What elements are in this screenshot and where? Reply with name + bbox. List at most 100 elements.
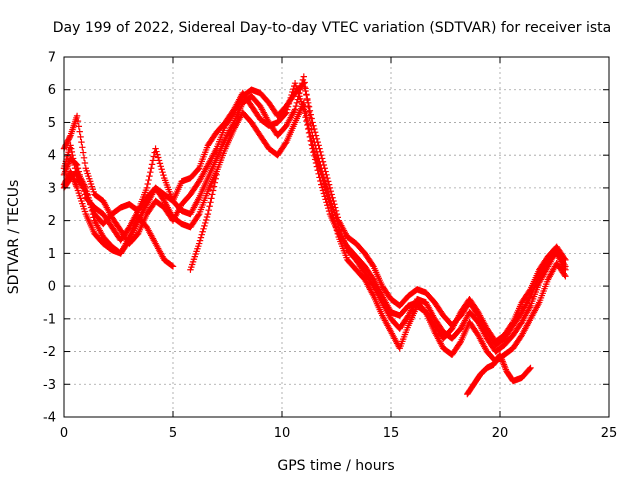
data-point <box>66 133 74 141</box>
data-point <box>149 157 157 164</box>
data-point <box>282 140 289 147</box>
data-point <box>561 271 568 279</box>
data-point <box>168 262 176 269</box>
x-tick-label: 15 <box>383 426 400 441</box>
data-point <box>204 210 212 218</box>
series-track-4 <box>60 73 569 355</box>
data-point <box>315 155 322 162</box>
data-point <box>155 157 163 164</box>
data-point <box>316 158 323 165</box>
data-point <box>203 213 211 221</box>
data-point <box>74 117 82 125</box>
data-point <box>300 99 307 107</box>
data-point <box>157 163 164 170</box>
data-point <box>195 212 202 219</box>
data-point <box>152 145 159 152</box>
data-point <box>304 97 311 104</box>
data-point <box>333 218 341 225</box>
data-point <box>310 135 317 143</box>
data-point <box>86 201 94 208</box>
data-point <box>160 171 167 179</box>
x-axis-label: GPS time / hours <box>277 458 394 474</box>
chart-title: Day 199 of 2022, Sidereal Day-to-day VTE… <box>53 20 611 36</box>
data-point <box>67 142 74 149</box>
data-point <box>302 85 309 92</box>
data-point <box>73 112 81 120</box>
data-point <box>88 207 96 215</box>
series-track-2 <box>60 79 569 349</box>
data-point <box>195 166 202 173</box>
data-point <box>317 161 324 169</box>
y-tick-label: 0 <box>48 280 56 295</box>
data-point <box>89 210 96 218</box>
data-point <box>331 212 339 219</box>
data-point <box>314 151 321 159</box>
data-points <box>60 73 569 398</box>
data-point <box>143 184 151 192</box>
data-point <box>85 194 92 201</box>
data-point <box>72 160 79 167</box>
data-point <box>311 138 318 146</box>
data-point <box>308 126 315 133</box>
data-point <box>318 168 326 175</box>
data-point <box>202 216 210 224</box>
data-point <box>456 339 464 347</box>
series-track-7 <box>464 351 534 398</box>
data-point <box>87 204 95 211</box>
x-tick-label: 5 <box>169 426 177 441</box>
data-point <box>150 153 158 160</box>
data-point <box>86 197 93 205</box>
y-tick-label: 2 <box>48 214 56 229</box>
data-point <box>77 133 84 141</box>
plot-frame <box>63 56 610 418</box>
data-point <box>148 165 155 172</box>
data-point <box>80 154 88 161</box>
data-point <box>330 206 337 213</box>
data-point <box>291 106 299 113</box>
data-point <box>282 110 289 117</box>
data-point <box>294 96 301 103</box>
data-point <box>307 120 314 127</box>
data-point <box>205 206 212 214</box>
y-tick-label: 3 <box>48 181 56 196</box>
data-point <box>79 144 86 151</box>
data-point <box>147 169 154 176</box>
data-point <box>209 187 217 194</box>
data-point <box>319 170 327 178</box>
data-point <box>84 191 91 198</box>
data-point <box>73 161 81 169</box>
data-point <box>148 161 156 168</box>
data-point <box>312 145 320 152</box>
data-point <box>301 79 308 86</box>
data-point <box>301 103 308 111</box>
data-point <box>90 214 97 221</box>
data-point <box>68 148 76 156</box>
data-point <box>300 73 307 80</box>
y-tick-label: 7 <box>48 51 56 66</box>
data-point <box>292 102 300 110</box>
data-point <box>73 161 80 168</box>
data-point <box>303 112 310 119</box>
data-point <box>153 148 160 155</box>
data-point <box>313 148 321 156</box>
data-point <box>81 159 89 167</box>
x-tick-label: 20 <box>492 426 509 441</box>
data-point <box>303 91 310 98</box>
series-track-5 <box>60 168 177 270</box>
data-point <box>327 197 335 204</box>
data-point <box>302 108 309 115</box>
series-track-3 <box>60 99 569 365</box>
data-point <box>195 240 203 247</box>
data-point <box>156 160 164 167</box>
data-point <box>154 151 161 158</box>
data-point <box>562 263 569 270</box>
data-point <box>76 128 83 135</box>
data-point <box>296 89 303 97</box>
data-point <box>311 142 319 149</box>
data-point <box>369 261 376 269</box>
data-point <box>146 172 153 180</box>
y-tick-label: 4 <box>48 149 56 164</box>
data-point <box>67 145 75 152</box>
data-point <box>562 273 569 280</box>
data-point <box>154 154 162 161</box>
